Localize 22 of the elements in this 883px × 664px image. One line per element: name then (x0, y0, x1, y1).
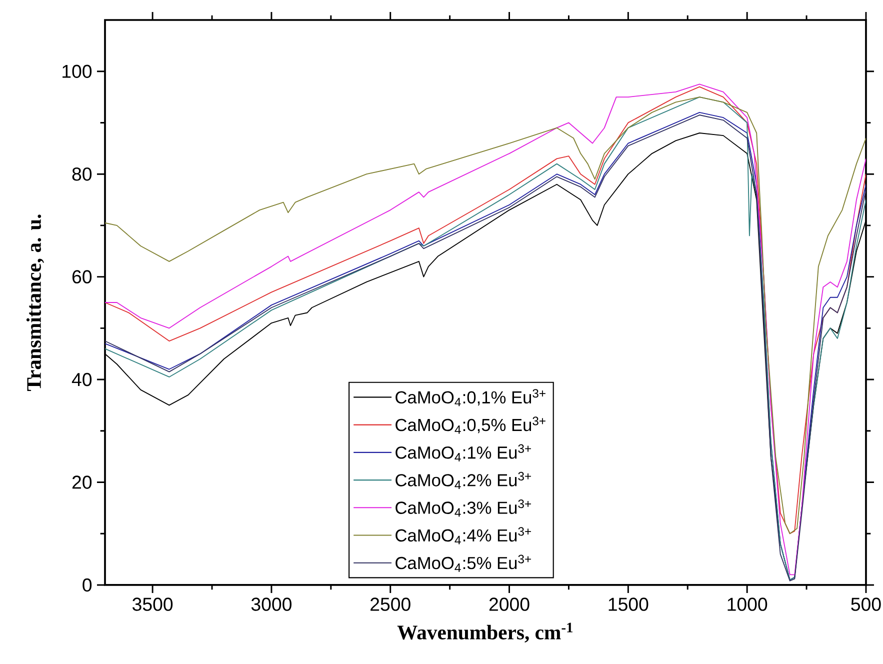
x-tick-label: 500 (851, 598, 881, 611)
legend-label: CaMoO$_{4}$:4% Eu$^{3+}$ (396, 527, 531, 544)
y-tick-label: 20 (72, 476, 92, 489)
legend-label: CaMoO$_{4}$:3% Eu$^{3+}$ (396, 500, 531, 517)
x-tick-label: 1000 (728, 598, 768, 611)
y-axis-title: Transmittance, a. u. (26, 214, 44, 391)
y-tick-label: 60 (72, 270, 92, 284)
y-tick-label: 80 (72, 167, 92, 181)
x-tick-label: 3500 (132, 598, 173, 611)
y-tick-label: 100 (62, 64, 92, 78)
x-tick-label: 2500 (370, 598, 410, 611)
legend-label: CaMoO$_{4}$:5% Eu$^{3+}$ (396, 554, 531, 572)
text: Wavenumbers, cm$^{-1}$ (397, 622, 573, 642)
legend-label: CaMoO$_{4}$:0,1% Eu$^{3+}$ (396, 389, 546, 406)
legend-label: CaMoO$_{4}$:0,5% Eu$^{3+}$ (396, 416, 546, 434)
legend-label: CaMoO$_{4}$:2% Eu$^{3+}$ (396, 472, 531, 490)
x-tick-label: 2000 (489, 598, 530, 611)
y-tick-label: 40 (72, 372, 92, 386)
legend-label: CaMoO$_{4}$:1% Eu$^{3+}$ (396, 444, 531, 462)
x-tick-label: 3000 (251, 598, 292, 611)
x-tick-label: 1500 (608, 598, 648, 611)
y-tick-label: 0 (82, 578, 92, 592)
